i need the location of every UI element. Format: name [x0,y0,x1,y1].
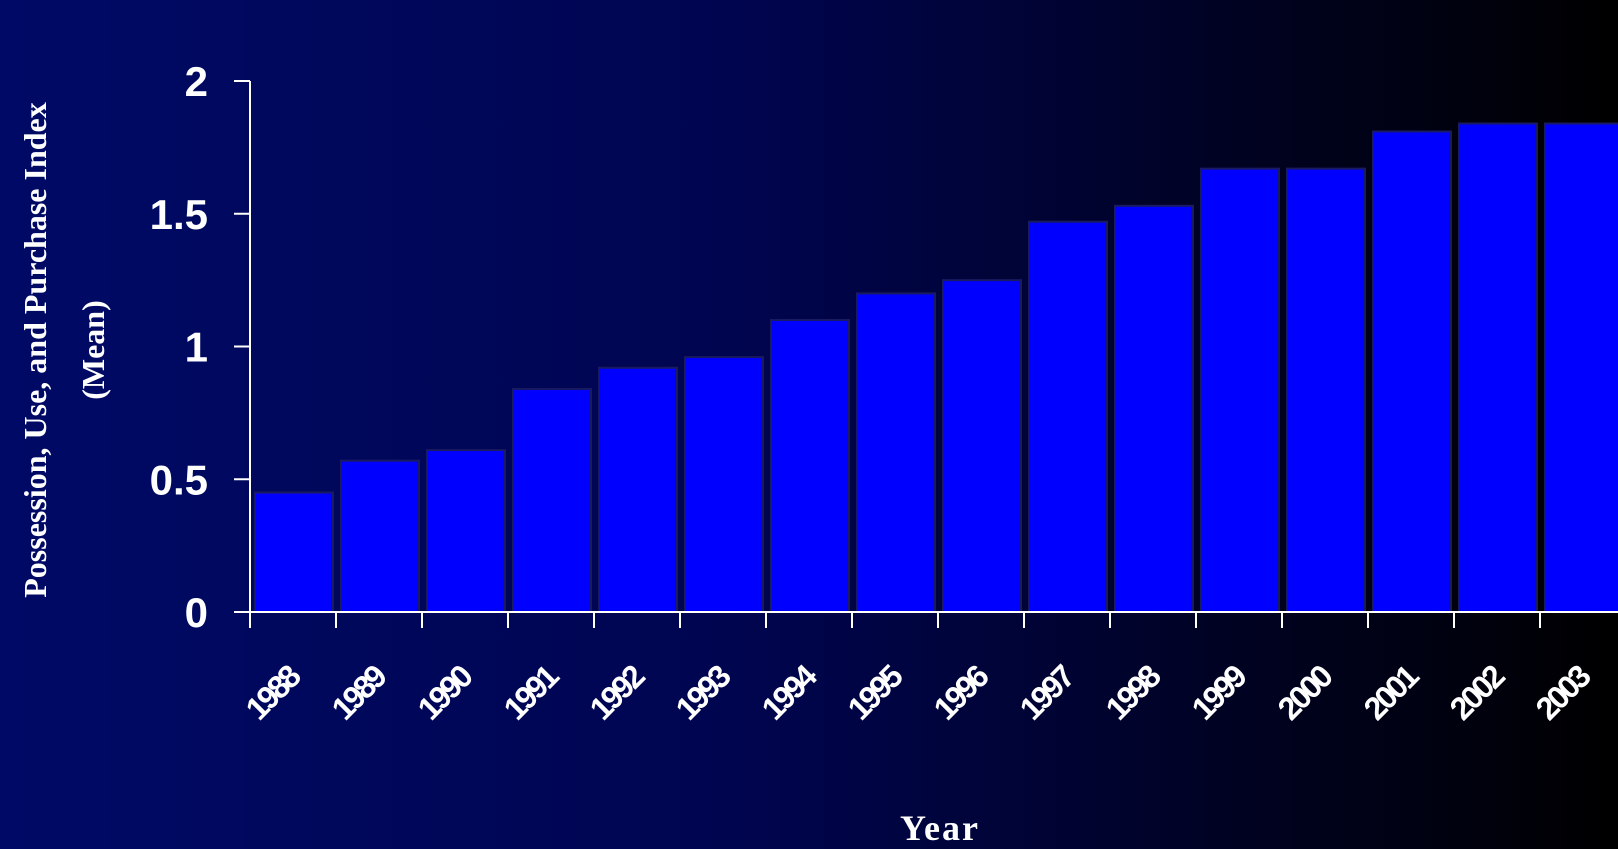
x-tick-label: 1989 [325,658,394,727]
bar-2002 [1458,122,1538,613]
bars-group [254,122,1618,614]
x-tick-label: 1988 [239,658,308,727]
bar-1990 [426,449,506,614]
y-tick-label: 0.5 [150,456,208,503]
y-axis: 0 0.5 1 1.5 2 [150,58,251,636]
bar-1997 [1028,220,1108,613]
y-tick-label: 2 [185,58,208,105]
bar-1989 [340,459,420,614]
x-tick-label: 1990 [411,658,480,727]
x-tick-label: 2002 [1443,658,1512,727]
x-tick-label: 2000 [1271,658,1340,727]
bar-2000 [1286,167,1366,614]
x-tick-label: 2001 [1357,658,1426,727]
bar-1993 [684,356,764,613]
bar-2003 [1544,122,1618,613]
bar-1996 [942,279,1022,613]
x-tick-label: 1996 [927,658,996,727]
y-axis-label-line2: (Mean) [75,300,111,400]
bar-1994 [770,318,850,613]
bar-1992 [598,366,678,613]
bar-1999 [1200,167,1280,614]
x-tick-label: 1998 [1099,658,1168,727]
y-tick-label: 1.5 [150,191,208,238]
y-tick-label: 0 [185,589,208,636]
bar-1998 [1114,204,1194,613]
x-tick-label: 1992 [583,658,652,727]
x-axis-label: Year [900,808,980,848]
y-axis-label-line1: Possession, Use, and Purchase Index [17,102,53,597]
x-tick-label: 1999 [1185,658,1254,727]
x-tick-label: 1991 [497,658,566,727]
x-tick-label: 1995 [841,658,910,727]
bar-2001 [1372,130,1452,613]
bar-1995 [856,292,936,613]
bar-1991 [512,387,592,614]
x-tick-label: 2003 [1529,658,1598,727]
y-tick-label: 1 [185,324,208,371]
x-tick-label: 1993 [669,658,738,727]
x-axis: 1988 1989 1990 1991 1992 1993 1994 1995 1996 1997… [239,611,1618,727]
x-tick-label: 1994 [755,657,825,727]
bar-1988 [254,491,334,613]
x-tick-label: 1997 [1013,658,1082,727]
y-axis-label: Possession, Use, and Purchase Index (Mea… [17,102,111,597]
